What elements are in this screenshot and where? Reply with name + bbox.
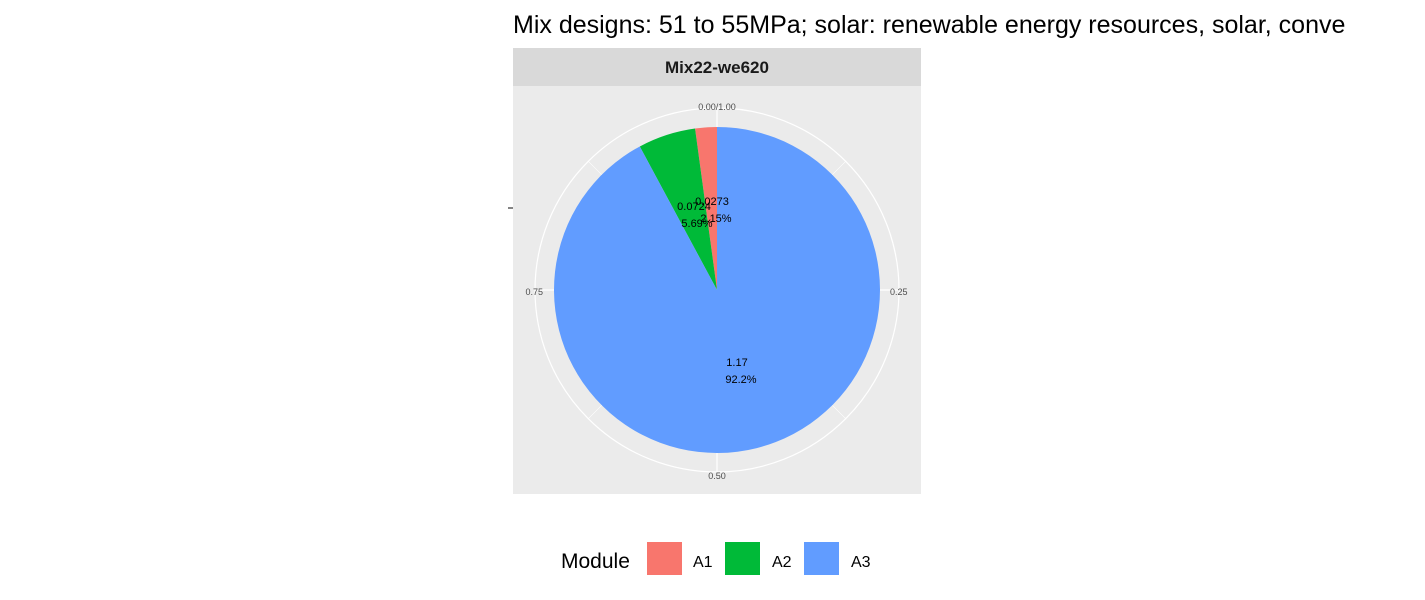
legend: Module A1 A2 A3: [561, 542, 871, 575]
theta-tick-label: 0.75: [525, 287, 543, 297]
theta-tick-label: 0.50: [708, 471, 726, 481]
chart-title: Mix designs: 51 to 55MPa; solar: renewab…: [513, 11, 1345, 39]
theta-tick-label: 0.00/1.00: [698, 102, 736, 112]
data-label-percent: 92.2%: [725, 374, 756, 386]
slices: [553, 127, 880, 453]
data-label-value: 1.17: [726, 357, 747, 369]
legend-label-a1: A1: [693, 554, 713, 571]
facet-strip: [513, 48, 921, 86]
facet-label: Mix22-we620: [665, 58, 769, 77]
legend-key-a1: [647, 542, 682, 575]
data-label-value: 0.0724: [677, 201, 711, 213]
pie-slice-a3: [553, 127, 880, 453]
data-label-percent: 2.15%: [700, 213, 731, 225]
legend-label-a2: A2: [772, 554, 792, 571]
pie-slice-a2: [639, 128, 717, 290]
pie-slice-a1: [695, 127, 717, 290]
data-label-percent: 5.69%: [681, 218, 712, 230]
legend-key-a2: [725, 542, 760, 575]
legend-key-a3: [804, 542, 839, 575]
legend-title: Module: [561, 550, 630, 573]
theta-tick-label: 0.25: [890, 287, 908, 297]
data-label-value: 0.0273: [695, 196, 729, 208]
legend-label-a3: A3: [851, 554, 871, 571]
